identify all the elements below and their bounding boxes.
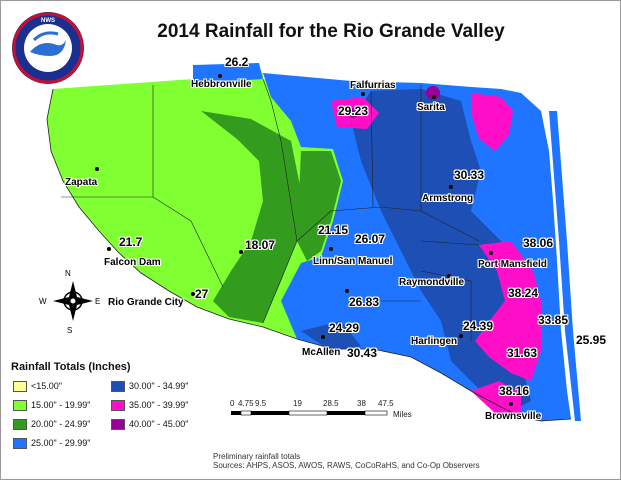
value-falcon-dam: 21.7 <box>119 235 143 249</box>
marker-armstrong <box>449 185 453 189</box>
rio-grande-line <box>46 88 572 422</box>
nws-logo: NWS <box>12 12 84 84</box>
map-title: 2014 Rainfall for the Rio Grande Valley <box>157 21 505 42</box>
region-35-40 <box>471 93 513 151</box>
value-linn-west: 21.15 <box>318 223 349 237</box>
legend-swatch-lt15 <box>13 381 27 392</box>
value-center: 26.83 <box>349 295 380 309</box>
label-hebbronville: Hebbronville <box>191 79 252 90</box>
legend-swatch-15-20 <box>13 400 27 411</box>
legend-swatch-20-25 <box>13 419 27 430</box>
marker-26-83 <box>345 289 349 293</box>
label-harlingen: Harlingen <box>411 336 458 347</box>
value-mcallen: 30.43 <box>347 346 378 360</box>
legend-label-20-25: 20.00" - 24.99" <box>31 419 91 429</box>
marker-raymondville <box>447 274 451 278</box>
label-falfurrias: Falfurrias <box>350 80 396 91</box>
legend-title: Rainfall Totals (Inches) <box>11 361 131 373</box>
region-25-30-north <box>193 63 263 83</box>
legend-label-lt15: <15.00" <box>31 381 62 391</box>
legend-swatch-35-40 <box>111 400 125 411</box>
marker-falcon-dam <box>107 247 111 251</box>
label-linn-san-manuel: Linn/San Manuel <box>313 256 393 267</box>
label-armstrong: Armstrong <box>422 193 474 204</box>
region-40-45b <box>348 108 358 118</box>
scale-bar <box>231 410 388 416</box>
marker-rio-grande-city <box>191 292 195 296</box>
marker-mcallen <box>321 335 325 339</box>
value-brownsville: 38.16 <box>499 384 530 398</box>
note-sources: Sources: AHPS, ASOS, AWOS, RAWS, CoCoRaH… <box>213 461 480 470</box>
marker-sarita <box>432 95 436 99</box>
value-mcallen-north: 24.29 <box>329 321 360 335</box>
scale-tick-2: 9.5 <box>255 399 267 408</box>
compass-w: W <box>39 297 47 306</box>
scale-tick-1: 4.75 <box>238 399 254 408</box>
scale-tick-6: 47.5 <box>378 399 394 408</box>
gulf-water <box>561 61 620 441</box>
value-coast-2: 25.95 <box>576 333 607 347</box>
legend-swatch-40-45 <box>111 419 125 430</box>
compass-s: S <box>67 326 73 335</box>
value-falfurrias: 29.23 <box>338 104 369 118</box>
region-20-25b <box>297 151 341 261</box>
label-falcon-dam: Falcon Dam <box>104 257 161 268</box>
scale-unit: Miles <box>393 410 412 419</box>
label-sarita: Sarita <box>417 102 445 113</box>
label-mcallen: McAllen <box>302 347 341 358</box>
label-rio-grande-city: Rio Grande City <box>108 297 184 308</box>
value-raymondville-east: 38.24 <box>508 286 539 300</box>
marker-harlingen <box>459 334 463 338</box>
marker-zapata <box>95 167 99 171</box>
marker-hebbronville <box>218 74 222 78</box>
label-port-mansfield: Port Mansfield <box>478 259 547 270</box>
region-20-25 <box>201 111 301 323</box>
marker-brownsville <box>509 402 513 406</box>
value-harlingen: 24.39 <box>463 319 494 333</box>
marker-port-mansfield <box>489 251 493 255</box>
scale-tick-0: 0 <box>230 399 235 408</box>
value-center-west: 18.07 <box>245 238 276 252</box>
marker-linn <box>329 247 333 251</box>
city-markers <box>95 74 513 406</box>
legend-label-35-40: 35.00" - 39.99" <box>129 400 189 410</box>
region-30-35b <box>301 321 361 351</box>
compass-n: N <box>65 269 71 278</box>
label-brownsville: Brownsville <box>485 411 542 422</box>
legend-label-30-35: 30.00" - 34.99" <box>129 381 189 391</box>
scale-tick-5: 38 <box>357 399 366 408</box>
compass-e: E <box>95 297 101 306</box>
marker-18 <box>239 250 243 254</box>
region-40-45a <box>426 86 440 100</box>
legend-label-40-45: 40.00" - 45.00" <box>129 419 189 429</box>
value-hebbronville: 26.2 <box>225 55 249 69</box>
legend-label-15-20: 15.00" - 19.99" <box>31 400 91 410</box>
county-lines <box>61 78 480 341</box>
value-south-coast: 31.63 <box>507 346 538 360</box>
value-rio-grande-city: 27 <box>195 287 209 301</box>
legend-swatch-30-35 <box>111 381 125 392</box>
compass-rose <box>53 281 93 321</box>
region-35-40d <box>471 381 521 415</box>
value-port-mansfield: 38.06 <box>523 236 554 250</box>
scale-tick-4: 28.5 <box>323 399 339 408</box>
padre-island <box>549 111 581 421</box>
label-raymondville: Raymondville <box>399 277 465 288</box>
legend-label-25-30: 25.00" - 29.99" <box>31 438 91 448</box>
marker-falfurrias <box>361 92 365 96</box>
value-linn-east: 26.07 <box>355 232 386 246</box>
note-preliminary: Preliminary rainfall totals <box>213 452 301 461</box>
legend-swatch-25-30 <box>13 438 27 449</box>
region-35-40b <box>475 241 541 381</box>
svg-text:NWS: NWS <box>41 18 55 24</box>
value-armstrong: 30.33 <box>454 168 485 182</box>
scale-tick-3: 19 <box>293 399 302 408</box>
label-zapata: Zapata <box>65 177 98 188</box>
value-coast-1: 33.85 <box>538 313 569 327</box>
